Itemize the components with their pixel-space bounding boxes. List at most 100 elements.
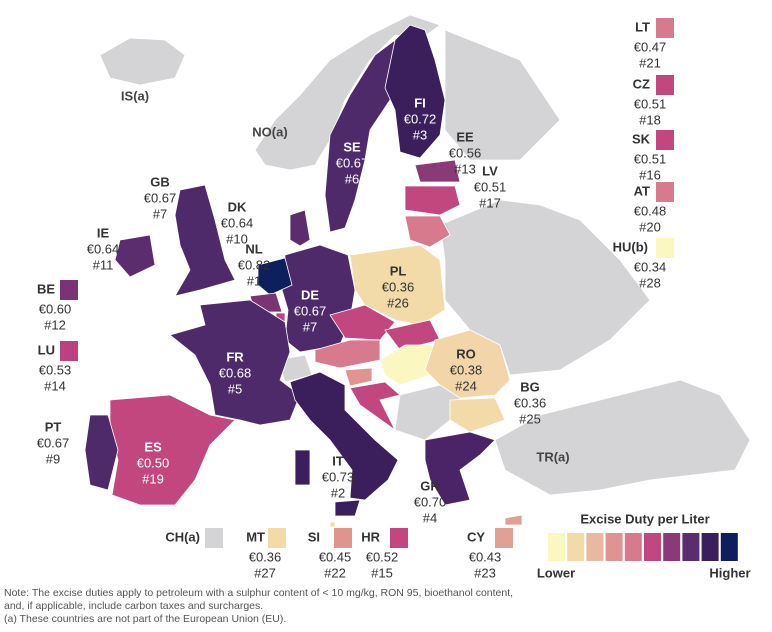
country-price: €0.70: [414, 494, 447, 509]
country-shape: [404, 215, 451, 248]
country-price: €0.73: [322, 469, 355, 484]
legend-swatch: [586, 533, 604, 561]
country-rank: #14: [44, 378, 66, 393]
country-code: LT: [635, 19, 650, 34]
country-rank: #7: [303, 319, 317, 334]
country-rank: #21: [639, 55, 661, 70]
country-rank: #23: [474, 565, 496, 580]
country-code: MT: [246, 529, 265, 544]
country-shape: [99, 37, 186, 86]
country-code: SK: [632, 131, 651, 146]
country-price: €0.82: [238, 257, 271, 272]
legend-low: Lower: [537, 565, 575, 580]
country-rank: #2: [331, 485, 345, 500]
legend-swatch: [682, 533, 700, 561]
country-price: €0.72: [404, 111, 437, 126]
country-code: LU: [38, 342, 55, 357]
country-code: LV: [482, 163, 498, 178]
country-rank: #24: [455, 378, 477, 393]
country-shape: [289, 209, 311, 247]
country-rank: #13: [454, 161, 476, 176]
country-shape: [494, 379, 751, 496]
country-price: €0.51: [474, 179, 507, 194]
color-swatch: [656, 182, 674, 202]
country-rank: #10: [226, 231, 248, 246]
country-rank: #27: [254, 565, 276, 580]
country-price: €0.50: [137, 455, 170, 470]
country-code: NL: [245, 241, 262, 256]
country-shape: [334, 499, 361, 517]
country-shape: [349, 381, 401, 431]
country-code: FR: [226, 349, 244, 364]
country-price: €0.52: [366, 549, 399, 564]
country-code: IE: [97, 225, 110, 240]
country-price: €0.68: [219, 365, 252, 380]
legend-swatch: [548, 533, 565, 561]
country-price: €0.64: [87, 241, 120, 256]
country-price: €0.36: [382, 279, 415, 294]
legend-high: Higher: [709, 565, 750, 580]
country-price: €0.67: [37, 435, 70, 450]
country-code: HR: [361, 529, 380, 544]
country-rank: #26: [387, 295, 409, 310]
country-price: €0.51: [634, 151, 667, 166]
country-shape: [444, 29, 561, 161]
country-code: SI: [308, 529, 320, 544]
country-price: €0.38: [450, 362, 483, 377]
country-shape: [449, 397, 506, 433]
color-swatch: [390, 528, 408, 548]
note: (a) These countries are not part of the …: [4, 613, 286, 625]
country-code: BE: [37, 281, 55, 296]
country-code: PL: [390, 263, 407, 278]
country-code: IT: [332, 453, 344, 468]
country-code: PT: [45, 419, 62, 434]
country-code: SE: [343, 139, 361, 154]
country-shape: [84, 414, 119, 491]
country-price: €0.64: [221, 215, 254, 230]
country-shape: [174, 184, 236, 297]
country-code: HU(b): [613, 239, 648, 254]
country-shape: [424, 329, 511, 399]
note: Note: The excise duties apply to petrole…: [4, 587, 513, 599]
country-price: €0.67: [144, 190, 177, 205]
country-shape: [414, 159, 461, 183]
country-rank: #1: [247, 273, 261, 288]
country-price: €0.48: [634, 203, 667, 218]
country-rank: #20: [639, 219, 661, 234]
country-rank: #9: [46, 451, 60, 466]
country-price: €0.56: [449, 145, 482, 160]
country-code: RO: [456, 346, 476, 361]
color-swatch: [656, 75, 674, 95]
color-swatch: [205, 528, 223, 548]
country-shape: [344, 367, 373, 387]
country-shape: [329, 521, 336, 528]
country-price: €0.43: [469, 549, 502, 564]
legend-swatch: [644, 533, 661, 561]
country-code: FI: [414, 95, 426, 110]
country-price: €0.36: [514, 395, 547, 410]
country-code: EE: [456, 129, 474, 144]
country-price: €0.34: [634, 259, 667, 274]
legend-swatch: [663, 533, 681, 561]
country-code: ES: [144, 439, 162, 454]
country-price: €0.47: [634, 39, 667, 54]
color-swatch: [60, 280, 78, 300]
country-shape: [169, 299, 301, 426]
non-eu-label: TR(a): [536, 449, 569, 464]
country-price: €0.53: [39, 362, 72, 377]
legend-swatch: [624, 533, 642, 561]
country-code: DE: [301, 287, 319, 302]
country-rank: #22: [324, 565, 346, 580]
legend-swatch: [567, 533, 585, 561]
legend-swatch: [605, 533, 623, 561]
country-shape: [294, 449, 311, 486]
color-swatch: [334, 528, 352, 548]
country-rank: #7: [153, 206, 167, 221]
country-shape: [324, 39, 401, 233]
country-code: GB: [150, 174, 170, 189]
country-rank: #15: [371, 565, 393, 580]
country-code: CY: [467, 529, 485, 544]
country-shape: [404, 185, 461, 216]
country-rank: #18: [639, 112, 661, 127]
